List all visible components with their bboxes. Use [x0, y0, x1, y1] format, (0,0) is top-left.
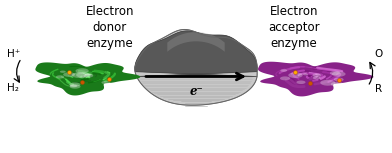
Polygon shape — [83, 74, 93, 78]
Polygon shape — [167, 32, 225, 52]
Polygon shape — [296, 80, 305, 84]
Polygon shape — [320, 80, 336, 86]
Polygon shape — [72, 72, 87, 78]
Polygon shape — [135, 31, 257, 76]
Polygon shape — [312, 74, 321, 77]
Polygon shape — [332, 71, 346, 77]
Polygon shape — [69, 84, 81, 89]
Polygon shape — [76, 68, 89, 73]
Polygon shape — [70, 84, 77, 87]
Polygon shape — [102, 81, 111, 84]
Polygon shape — [56, 75, 64, 79]
Polygon shape — [35, 62, 140, 95]
Text: O: O — [374, 49, 382, 59]
Polygon shape — [334, 78, 344, 82]
Polygon shape — [85, 73, 92, 76]
Polygon shape — [135, 30, 257, 105]
Text: R: R — [375, 84, 382, 94]
Polygon shape — [280, 69, 287, 72]
Polygon shape — [331, 82, 343, 87]
Polygon shape — [313, 76, 321, 79]
Text: H₂: H₂ — [7, 83, 19, 93]
Polygon shape — [303, 73, 308, 75]
Polygon shape — [69, 82, 80, 87]
Polygon shape — [258, 62, 374, 96]
Text: e⁻: e⁻ — [189, 85, 203, 98]
Polygon shape — [289, 72, 303, 78]
Polygon shape — [63, 72, 75, 77]
Polygon shape — [135, 31, 257, 76]
Text: Electron
donor
enzyme: Electron donor enzyme — [85, 5, 134, 50]
Polygon shape — [60, 71, 66, 73]
Text: Electron
acceptor
enzyme: Electron acceptor enzyme — [268, 5, 320, 50]
Text: H⁺: H⁺ — [7, 49, 20, 59]
Polygon shape — [330, 71, 340, 75]
Polygon shape — [76, 72, 90, 78]
Polygon shape — [280, 76, 290, 80]
